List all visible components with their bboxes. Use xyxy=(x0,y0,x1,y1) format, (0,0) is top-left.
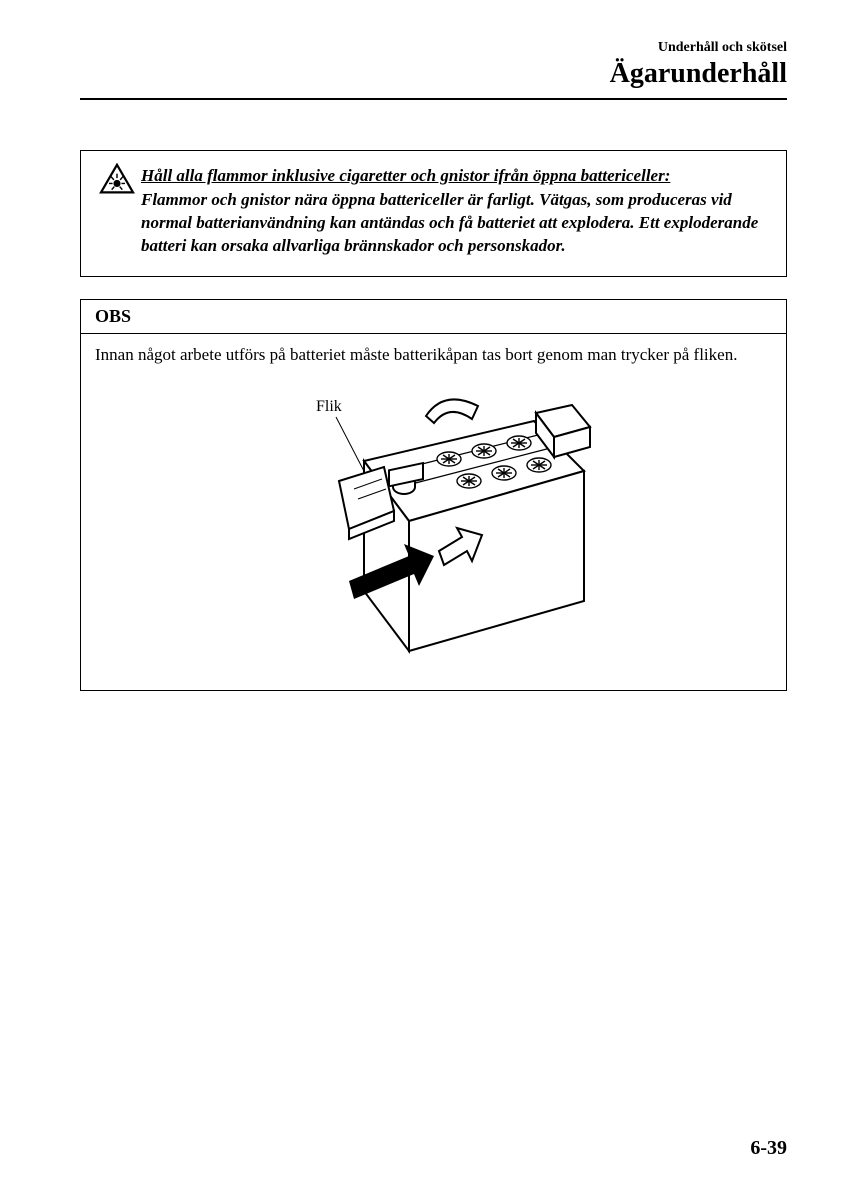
explosion-warning-icon xyxy=(99,163,135,195)
warning-row: Håll alla flammor inklusive cigaretter o… xyxy=(99,165,768,258)
header-section: Underhåll och skötsel xyxy=(80,40,787,56)
obs-label: OBS xyxy=(81,300,786,334)
callout-text: Flik xyxy=(316,398,342,415)
header-title: Ägarunderhåll xyxy=(80,58,787,90)
page-number: 6-39 xyxy=(750,1137,787,1160)
warning-body: Flammor och gnistor nära öppna batterice… xyxy=(141,189,768,258)
page-header: Underhåll och skötsel Ägarunderhåll xyxy=(80,40,787,90)
obs-text: Innan något arbete utförs på batteriet m… xyxy=(95,344,772,367)
battery-diagram: Flik xyxy=(95,381,772,666)
warning-heading: Håll alla flammor inklusive cigaretter o… xyxy=(141,165,768,187)
obs-box: OBS Innan något arbete utförs på batteri… xyxy=(80,299,787,691)
header-rule xyxy=(80,98,787,100)
warning-text-block: Håll alla flammor inklusive cigaretter o… xyxy=(141,165,768,258)
warning-box: Håll alla flammor inklusive cigaretter o… xyxy=(80,150,787,277)
obs-body: Innan något arbete utförs på batteriet m… xyxy=(81,334,786,690)
battery-diagram-svg: Flik xyxy=(254,381,614,661)
